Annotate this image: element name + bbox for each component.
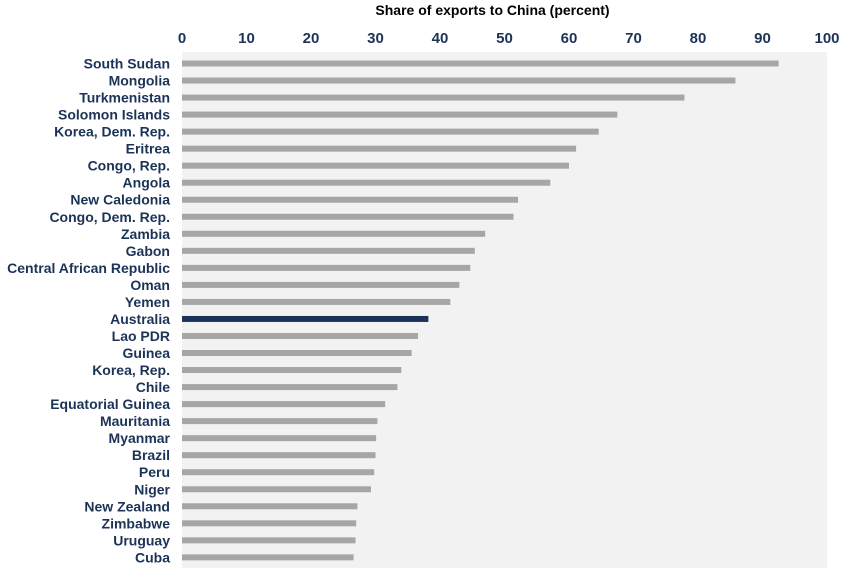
category-label: Zimbabwe bbox=[102, 515, 171, 531]
x-tick-label: 20 bbox=[303, 30, 320, 47]
category-label: Chile bbox=[136, 379, 170, 395]
bar bbox=[182, 401, 386, 408]
bar bbox=[182, 332, 419, 339]
bar bbox=[182, 247, 475, 254]
x-tick-label: 0 bbox=[178, 30, 186, 47]
category-label: Turkmenistan bbox=[79, 90, 170, 106]
bar bbox=[182, 77, 736, 84]
category-label: Uruguay bbox=[113, 532, 170, 548]
x-tick-label: 100 bbox=[814, 30, 839, 47]
category-label: New Caledonia bbox=[70, 192, 170, 208]
category-label: Guinea bbox=[123, 345, 171, 361]
category-label: Niger bbox=[134, 481, 170, 497]
x-tick-label: 90 bbox=[754, 30, 771, 47]
x-tick-label: 80 bbox=[690, 30, 707, 47]
bar bbox=[182, 94, 685, 101]
category-label: Congo, Dem. Rep. bbox=[49, 209, 170, 225]
category-label: Oman bbox=[130, 277, 170, 293]
category-label: Cuba bbox=[135, 549, 170, 565]
category-label: Zambia bbox=[121, 226, 170, 242]
bar bbox=[182, 128, 599, 135]
x-axis-title: Share of exports to China (percent) bbox=[375, 2, 609, 18]
category-label: Equatorial Guinea bbox=[50, 396, 170, 412]
bar bbox=[182, 554, 354, 561]
bar bbox=[182, 281, 460, 288]
category-label: Brazil bbox=[132, 447, 170, 463]
bars bbox=[182, 60, 779, 561]
bar bbox=[182, 384, 398, 391]
bar bbox=[182, 520, 357, 527]
bar bbox=[182, 469, 375, 476]
bar bbox=[182, 111, 618, 118]
category-label: Mauritania bbox=[100, 413, 170, 429]
x-tick-label: 70 bbox=[625, 30, 642, 47]
category-label: Gabon bbox=[126, 243, 170, 259]
bar bbox=[182, 435, 377, 442]
category-label: Central African Republic bbox=[7, 260, 170, 276]
bar bbox=[182, 145, 577, 152]
plot-background bbox=[182, 52, 827, 568]
bar bbox=[182, 162, 569, 169]
bar bbox=[182, 367, 402, 374]
category-label: South Sudan bbox=[84, 56, 170, 72]
category-label: Congo, Rep. bbox=[88, 158, 170, 174]
category-label: Australia bbox=[110, 311, 170, 327]
category-label: Korea, Rep. bbox=[92, 362, 170, 378]
x-tick-label: 60 bbox=[561, 30, 578, 47]
category-label: Korea, Dem. Rep. bbox=[54, 124, 170, 140]
bar bbox=[182, 60, 779, 67]
x-tick-label: 30 bbox=[367, 30, 384, 47]
bar bbox=[182, 196, 519, 203]
bar bbox=[182, 264, 471, 271]
category-label: Mongolia bbox=[109, 73, 171, 89]
bar bbox=[182, 298, 451, 305]
category-label: Yemen bbox=[125, 294, 170, 310]
bar bbox=[182, 503, 358, 510]
x-tick-label: 40 bbox=[432, 30, 449, 47]
bar bbox=[182, 486, 371, 493]
bar bbox=[182, 179, 551, 186]
bar bbox=[182, 213, 514, 220]
bar bbox=[182, 418, 378, 425]
x-tick-label: 10 bbox=[238, 30, 255, 47]
highlighted-bar bbox=[182, 315, 429, 322]
bar bbox=[182, 350, 412, 357]
bar bbox=[182, 230, 486, 237]
category-label: Myanmar bbox=[109, 430, 171, 446]
bar bbox=[182, 537, 356, 544]
x-axis-ticks: 0 10 20 30 40 50 60 70 80 90 100 bbox=[178, 30, 840, 47]
category-label: Eritrea bbox=[126, 141, 171, 157]
category-label: Angola bbox=[123, 175, 171, 191]
category-label: New Zealand bbox=[84, 498, 170, 514]
category-label: Peru bbox=[139, 464, 170, 480]
category-label: Solomon Islands bbox=[58, 107, 170, 123]
bar bbox=[182, 452, 376, 459]
x-tick-label: 50 bbox=[496, 30, 513, 47]
category-label: Lao PDR bbox=[112, 328, 170, 344]
